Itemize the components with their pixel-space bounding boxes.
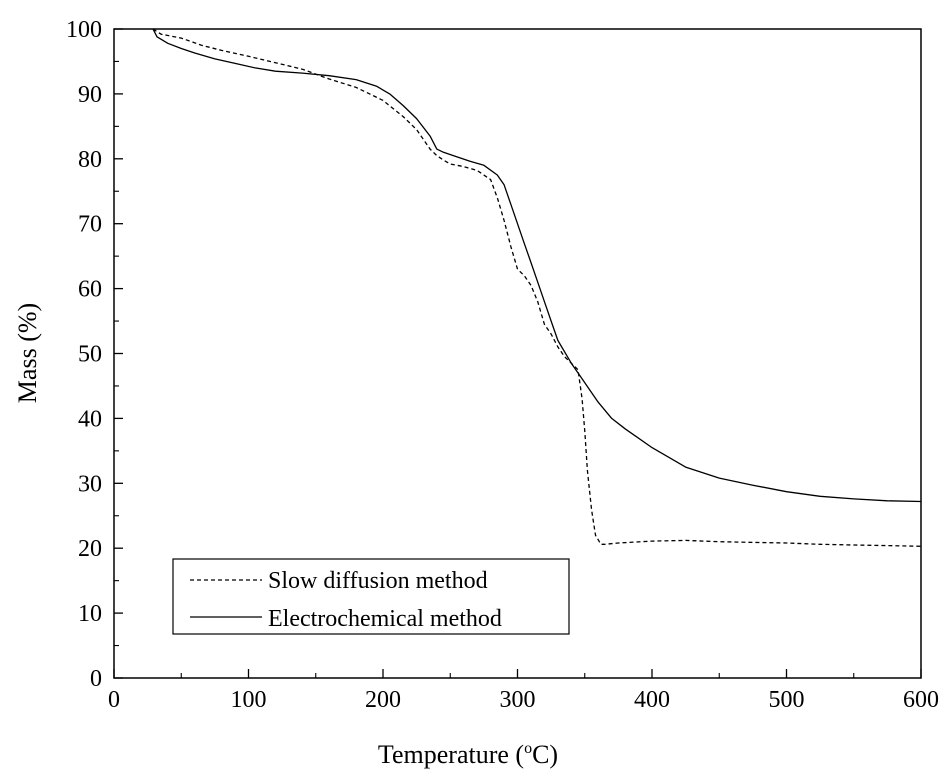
x-tick-label-400: 400 [634,687,670,713]
y-tick-label-20: 20 [78,536,102,562]
y-tick-label-30: 30 [78,471,102,497]
legend-label-slow-diffusion: Slow diffusion method [268,568,488,594]
y-tick-label-0: 0 [90,666,102,692]
y-tick-label-80: 80 [78,147,102,173]
series-lines [152,28,922,547]
y-axis-title: Mass (%) [13,303,42,403]
legend: Slow diffusion method Electrochemical me… [172,558,570,635]
y-tick-label-60: 60 [78,277,102,303]
x-tick-label-200: 200 [365,687,401,713]
x-tick-label-100: 100 [231,687,267,713]
x-tick-label-600: 600 [903,687,939,713]
x-axis-title-degree: o [524,740,532,757]
axis-ticks: 0 100 200 300 400 500 600 0 10 20 30 40 50 60 70 80 90 10… [66,17,939,713]
x-tick-label-500: 500 [769,687,805,713]
y-tick-label-100: 100 [66,17,102,43]
x-tick-label-300: 300 [500,687,536,713]
x-axis-title: Temperature (oC) [378,740,558,769]
legend-box [172,558,570,635]
series-line-0 [152,28,922,547]
y-tick-label-40: 40 [78,406,102,432]
x-axis-title-main: Temperature ( [378,740,524,769]
y-tick-label-10: 10 [78,601,102,627]
y-tick-label-90: 90 [78,82,102,108]
x-tick-label-0: 0 [108,687,120,713]
x-axis-title-unit: C) [532,740,558,769]
y-tick-label-50: 50 [78,342,102,368]
legend-label-electrochemical: Electrochemical method [268,606,502,632]
series-line-1 [152,28,922,503]
y-tick-label-70: 70 [78,212,102,238]
